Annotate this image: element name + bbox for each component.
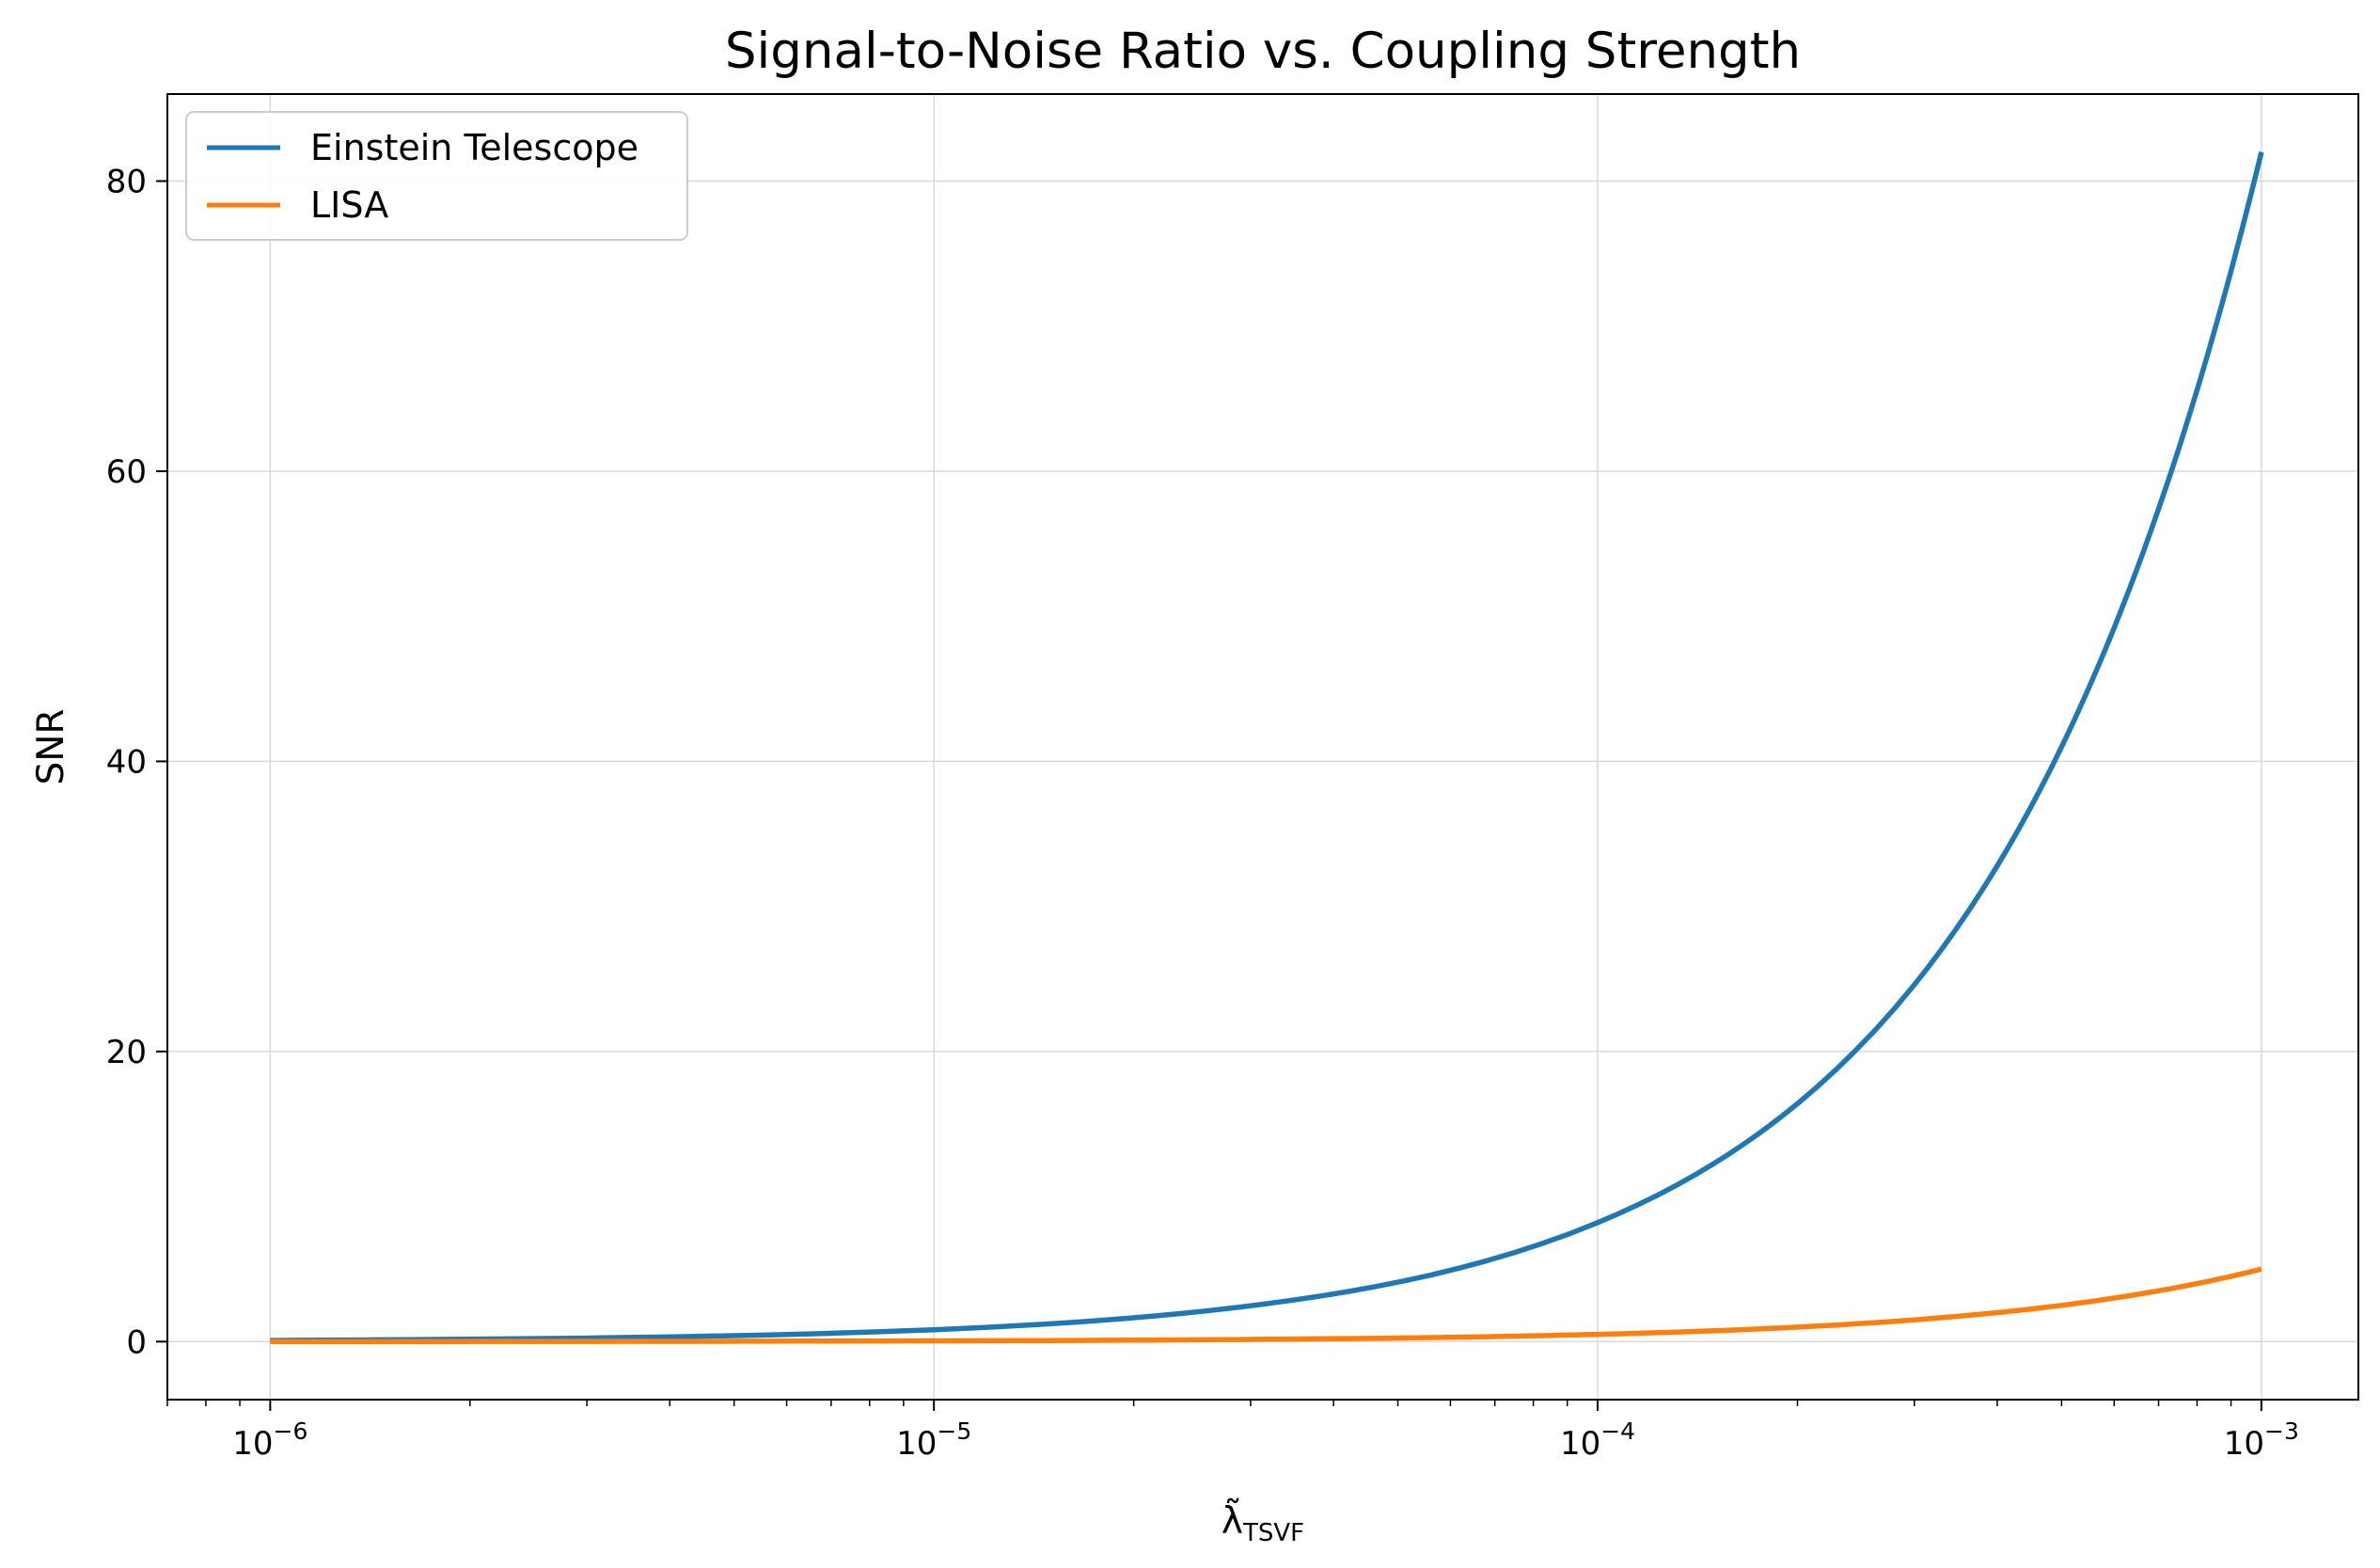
series-line-einstein-telescope [270,151,2264,1343]
chart-title: Signal-to-Noise Ratio vs. Coupling Stren… [725,23,1801,80]
series-lines [270,151,2264,1344]
legend-label-lisa: LISA [310,184,388,226]
x-tick-label: 10−4 [1560,1418,1635,1463]
legend-box [185,111,688,241]
series-line-lisa [270,1266,2262,1344]
x-axis-ticks: 10−6 10−5 10−4 10−3 [232,1400,2299,1463]
y-tick-label: 20 [106,1034,147,1071]
y-tick-label: 80 [106,164,147,201]
x-tick-label: 10−5 [896,1418,971,1463]
grid-lines [167,94,2358,1400]
legend: Einstein Telescope LISA [185,111,688,241]
y-tick-label: 40 [106,743,147,781]
y-tick-label: 60 [106,453,147,491]
minor-ticks [166,1400,2232,1406]
y-tick-label: 0 [126,1323,147,1361]
plot-frame [166,93,2359,1401]
x-tick-label: 10−6 [232,1418,307,1463]
x-axis-label: λ̃TSVF [1222,1497,1304,1547]
x-tick-label: 10−3 [2224,1418,2299,1463]
y-axis-label: SNR [30,708,72,784]
legend-label-einstein-telescope: Einstein Telescope [310,127,638,168]
y-axis-ticks: 0 20 40 60 80 [106,164,167,1361]
